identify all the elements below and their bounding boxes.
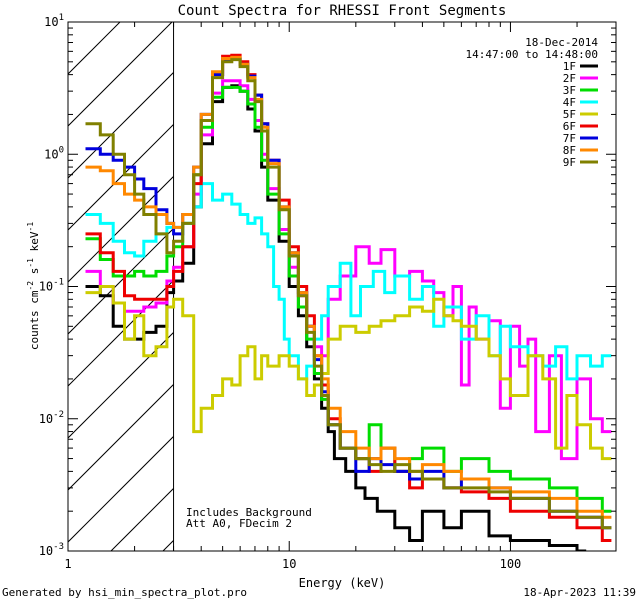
legend-label: 7F [563, 132, 576, 145]
chart-title: Count Spectra for RHESSI Front Segments [178, 3, 507, 19]
series-4f [85, 182, 612, 381]
legend-label: 9F [563, 156, 576, 169]
series-1f [85, 84, 587, 551]
y-tick-label: 10-3 [39, 542, 64, 558]
hatch-line [68, 71, 174, 179]
legend-label: 3F [563, 84, 576, 97]
y-tick-label: 101 [44, 13, 64, 29]
legend-label: 4F [563, 96, 576, 109]
annotation-background: Includes Background [186, 506, 312, 519]
hatch-line [68, 383, 174, 491]
series-6f [85, 53, 612, 542]
annotation-attenuator: Att A0, FDecim 2 [186, 517, 292, 530]
hatch-line [68, 22, 173, 127]
legend-label: 6F [563, 120, 576, 133]
hatch-line [68, 227, 174, 335]
axis-ticks: 1 10 100 10-3 10-2 10-1 100 101 [39, 13, 617, 571]
y-axis-label: counts cm-2 s-1 keV-1 [26, 222, 41, 350]
series-9f [85, 58, 612, 530]
x-axis-label: Energy (keV) [299, 576, 386, 590]
legend-label: 5F [563, 108, 576, 121]
y-tick-label: 10-1 [39, 278, 64, 294]
hatch-line [68, 435, 174, 543]
series-2f [85, 79, 612, 461]
x-tick-label: 1 [64, 557, 71, 571]
x-tick-label: 100 [500, 557, 522, 571]
x-tick-label: 10 [282, 557, 296, 571]
legend-label: 1F [563, 60, 576, 73]
footer-generated-by: Generated by hsi_min_spectra_plot.pro [2, 586, 247, 599]
series-8f [85, 55, 612, 519]
y-tick-label: 10-2 [39, 410, 64, 426]
legend-label: 2F [563, 72, 576, 85]
series-7f [85, 57, 612, 530]
y-tick-label: 100 [44, 145, 64, 161]
plot-frame [67, 21, 617, 552]
legend-label: 8F [563, 144, 576, 157]
series-5f [85, 285, 612, 461]
header-time-range: 14:47:00 to 14:48:00 [466, 48, 598, 61]
header-date: 18-Dec-2014 [525, 36, 598, 49]
footer-timestamp: 18-Apr-2023 11:39 [523, 586, 636, 599]
series-layer [85, 53, 612, 551]
